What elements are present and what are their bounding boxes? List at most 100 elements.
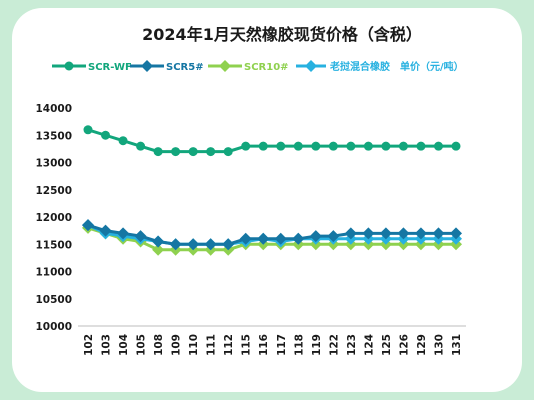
data-point (274, 232, 287, 245)
legend-label: SCR5# (166, 62, 204, 73)
x-tick-label: 118 (293, 334, 305, 356)
data-point (258, 141, 268, 151)
legend: SCR-WF SCR5# SCR10# 老挝混合橡胶 单价（元/吨） (52, 60, 464, 73)
x-tick-label: 108 (153, 334, 165, 356)
data-point (414, 227, 427, 240)
x-tick-label: 105 (136, 334, 148, 356)
data-point (363, 141, 373, 151)
data-point (152, 235, 165, 248)
data-point (433, 141, 443, 151)
x-tick-label: 116 (258, 334, 270, 356)
chart-card (12, 8, 522, 392)
legend-item: SCR5# (130, 60, 204, 73)
legend-label: SCR10# (244, 62, 289, 73)
x-tick-label: 130 (433, 334, 445, 356)
x-tick-label: 131 (451, 334, 463, 356)
legend-item: 老挝混合橡胶 (296, 60, 390, 73)
x-tick-label: 122 (328, 334, 340, 356)
x-tick-label: 112 (223, 334, 235, 356)
series-1 (82, 219, 462, 251)
series-line (87, 226, 456, 252)
data-point (101, 130, 111, 140)
x-tick-label: 109 (171, 334, 183, 356)
y-tick-label: 12500 (35, 185, 72, 197)
data-point (397, 227, 410, 240)
data-point (241, 141, 251, 151)
data-point (187, 238, 200, 251)
data-point (379, 227, 392, 240)
y-tick-label: 11000 (35, 267, 72, 279)
data-point (311, 141, 321, 151)
data-point (344, 227, 357, 240)
data-point (82, 219, 94, 232)
series-line (87, 128, 456, 154)
data-point (117, 227, 130, 240)
data-point (223, 147, 233, 157)
y-tick-label: 12000 (35, 212, 72, 224)
x-tick-label: 102 (83, 334, 95, 356)
legend-item: SCR10# (208, 60, 289, 73)
data-point (118, 136, 128, 146)
legend-label: SCR-WF (88, 62, 132, 73)
legend-item: SCR-WF (52, 61, 132, 73)
data-point (239, 232, 252, 245)
data-point (346, 141, 356, 151)
legend-swatch-marker (64, 61, 74, 71)
chart-title: 2024年1月天然橡胶现货价格（含税） (142, 25, 422, 44)
data-point (328, 141, 338, 151)
x-tick-label: 111 (206, 334, 218, 356)
legend-swatch-marker (141, 60, 153, 72)
series-marks (82, 125, 462, 256)
unit-label: 单价（元/吨） (400, 60, 464, 73)
data-point (416, 141, 426, 151)
data-point (398, 141, 408, 151)
x-tick-label: 119 (311, 334, 323, 356)
data-point (362, 227, 375, 240)
data-point (83, 125, 93, 135)
x-tick-label: 110 (188, 334, 200, 356)
data-point (206, 147, 216, 157)
data-point (292, 232, 305, 245)
x-tick-label: 123 (346, 334, 358, 356)
data-point (188, 147, 198, 157)
data-point (204, 238, 217, 251)
x-tick-label: 129 (416, 334, 428, 356)
data-point (450, 227, 462, 240)
data-point (171, 147, 181, 157)
y-tick-label: 13500 (35, 130, 72, 142)
x-tick-label: 117 (276, 334, 288, 356)
data-point (222, 238, 235, 251)
data-point (153, 147, 163, 157)
legend-swatch-marker (219, 60, 231, 72)
x-tick-label: 103 (101, 334, 113, 356)
data-point (257, 232, 270, 245)
data-point (293, 141, 303, 151)
x-tick-label: 104 (118, 334, 130, 356)
data-point (276, 141, 286, 151)
data-point (136, 141, 146, 151)
x-tick-label: 125 (381, 334, 393, 356)
data-point (309, 230, 322, 243)
x-tick-label: 115 (241, 334, 253, 356)
y-tick-label: 14000 (35, 103, 72, 115)
data-point (134, 230, 147, 243)
data-point (152, 243, 165, 256)
x-tick-label: 126 (398, 334, 410, 356)
legend-label: 老挝混合橡胶 (329, 60, 390, 73)
axes: 10000 10500 11000 11500 12000 12500 13000 13500… (35, 103, 466, 356)
data-point (432, 227, 445, 240)
data-point (99, 224, 112, 237)
data-point (451, 141, 461, 151)
y-tick-label: 10500 (35, 294, 72, 306)
data-point (169, 238, 182, 251)
series-line (87, 223, 456, 246)
series-0 (83, 125, 461, 157)
y-tick-label: 13000 (35, 158, 72, 170)
y-tick-label: 10000 (35, 321, 72, 333)
legend-swatch-marker (305, 60, 317, 72)
data-point (327, 230, 340, 243)
y-tick-label: 11500 (35, 239, 72, 251)
x-tick-label: 124 (363, 334, 375, 356)
data-point (381, 141, 391, 151)
